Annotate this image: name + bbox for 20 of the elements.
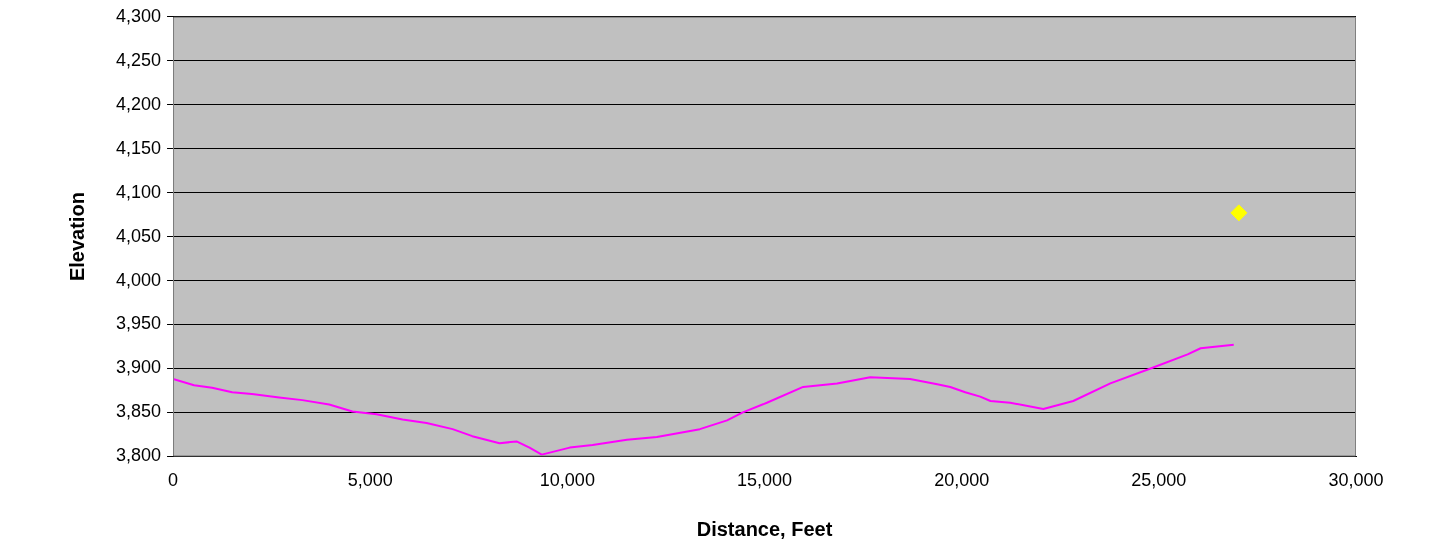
y-tick-label: 4,250	[116, 49, 162, 70]
y-tick-label: 3,850	[116, 401, 162, 422]
x-tick-label: 15,000	[736, 470, 793, 491]
x-tick-label: 10,000	[539, 470, 595, 491]
x-tick-label: 25,000	[1131, 470, 1187, 491]
y-tick-label: 4,000	[116, 269, 162, 290]
y-tick-label: 4,300	[116, 5, 162, 26]
y-tick-label: 3,950	[116, 313, 162, 334]
y-axis-title: Elevation	[65, 192, 88, 282]
y-tick-label: 3,800	[116, 445, 162, 466]
y-tick-label: 4,150	[116, 137, 162, 158]
y-tick-label: 4,200	[116, 93, 162, 114]
x-tick-label: 5,000	[347, 470, 393, 491]
y-tick-label: 3,900	[116, 357, 162, 378]
y-tick-label: 4,050	[116, 225, 162, 246]
x-tick-label: 20,000	[934, 470, 990, 491]
x-tick-label: 0	[168, 470, 179, 491]
x-tick-label: 30,000	[1328, 470, 1384, 491]
x-axis-title: Distance, Feet	[696, 517, 833, 540]
y-tick-label: 4,100	[116, 181, 162, 202]
